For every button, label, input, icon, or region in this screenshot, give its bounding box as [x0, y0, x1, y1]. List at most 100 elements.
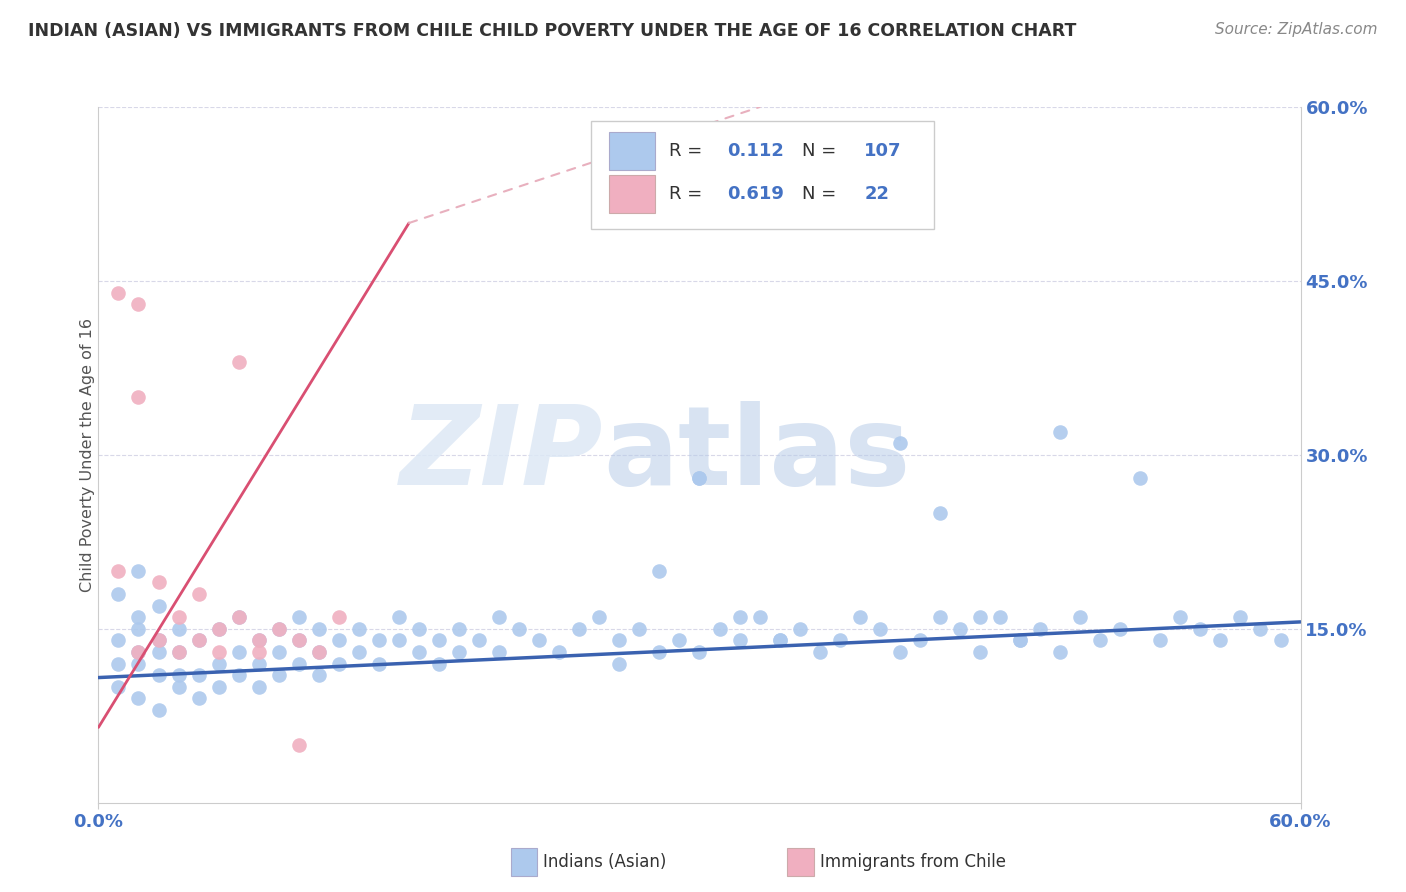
Point — [187, 633, 209, 648]
Point — [288, 738, 311, 752]
Point — [1088, 633, 1111, 648]
Point — [789, 622, 811, 636]
Point — [267, 668, 290, 682]
Point — [1229, 610, 1251, 624]
Point — [187, 587, 209, 601]
Point — [427, 633, 450, 648]
Text: ZIP: ZIP — [399, 401, 603, 508]
Point — [288, 657, 311, 671]
Point — [308, 645, 330, 659]
Point — [247, 645, 270, 659]
Point — [728, 633, 751, 648]
Point — [869, 622, 891, 636]
Point — [1189, 622, 1212, 636]
Text: Indians (Asian): Indians (Asian) — [543, 853, 666, 871]
Point — [267, 622, 290, 636]
Point — [808, 645, 831, 659]
Point — [148, 645, 170, 659]
Text: atlas: atlas — [603, 401, 911, 508]
Point — [228, 355, 250, 369]
Point — [648, 645, 671, 659]
Bar — [510, 848, 537, 876]
Point — [208, 622, 231, 636]
Point — [508, 622, 530, 636]
Point — [187, 633, 209, 648]
Point — [1149, 633, 1171, 648]
Text: 0.112: 0.112 — [727, 142, 785, 160]
Text: INDIAN (ASIAN) VS IMMIGRANTS FROM CHILE CHILD POVERTY UNDER THE AGE OF 16 CORREL: INDIAN (ASIAN) VS IMMIGRANTS FROM CHILE … — [28, 22, 1077, 40]
Point — [128, 622, 150, 636]
Point — [128, 657, 150, 671]
Point — [128, 645, 150, 659]
Point — [128, 564, 150, 578]
Point — [689, 471, 711, 485]
Point — [148, 633, 170, 648]
Point — [128, 297, 150, 311]
Point — [609, 657, 631, 671]
Point — [488, 645, 510, 659]
Point — [167, 622, 190, 636]
Point — [548, 645, 571, 659]
Point — [267, 622, 290, 636]
Point — [488, 610, 510, 624]
Point — [328, 657, 350, 671]
Point — [148, 633, 170, 648]
Point — [247, 633, 270, 648]
Point — [1209, 633, 1232, 648]
Point — [128, 645, 150, 659]
Point — [1029, 622, 1052, 636]
Point — [107, 564, 129, 578]
Point — [308, 645, 330, 659]
Point — [328, 610, 350, 624]
Point — [167, 645, 190, 659]
Point — [288, 633, 311, 648]
Point — [1270, 633, 1292, 648]
Point — [128, 390, 150, 404]
Point — [889, 436, 911, 450]
Point — [128, 610, 150, 624]
FancyBboxPatch shape — [592, 121, 934, 229]
Point — [228, 610, 250, 624]
Point — [447, 645, 470, 659]
Point — [969, 645, 991, 659]
Text: 107: 107 — [865, 142, 901, 160]
Point — [347, 645, 370, 659]
Point — [988, 610, 1011, 624]
Point — [828, 633, 851, 648]
Point — [167, 680, 190, 694]
Point — [208, 657, 231, 671]
Point — [288, 610, 311, 624]
Point — [308, 622, 330, 636]
Point — [468, 633, 491, 648]
Point — [107, 657, 129, 671]
Point — [1010, 633, 1032, 648]
Point — [628, 622, 651, 636]
Point — [148, 668, 170, 682]
Point — [1109, 622, 1132, 636]
Point — [247, 633, 270, 648]
Point — [969, 610, 991, 624]
Point — [208, 622, 231, 636]
Point — [107, 587, 129, 601]
Point — [609, 633, 631, 648]
Point — [208, 680, 231, 694]
Point — [949, 622, 972, 636]
Point — [388, 610, 411, 624]
Point — [427, 657, 450, 671]
Point — [1250, 622, 1272, 636]
Point — [308, 668, 330, 682]
Bar — [609, 175, 655, 213]
Point — [748, 610, 770, 624]
Point — [728, 610, 751, 624]
Point — [568, 622, 591, 636]
Point — [167, 668, 190, 682]
Point — [447, 622, 470, 636]
Text: 22: 22 — [865, 185, 889, 203]
Point — [889, 645, 911, 659]
Text: R =: R = — [669, 142, 709, 160]
Text: R =: R = — [669, 185, 709, 203]
Point — [689, 645, 711, 659]
Point — [107, 680, 129, 694]
Point — [107, 285, 129, 300]
Point — [1049, 645, 1071, 659]
